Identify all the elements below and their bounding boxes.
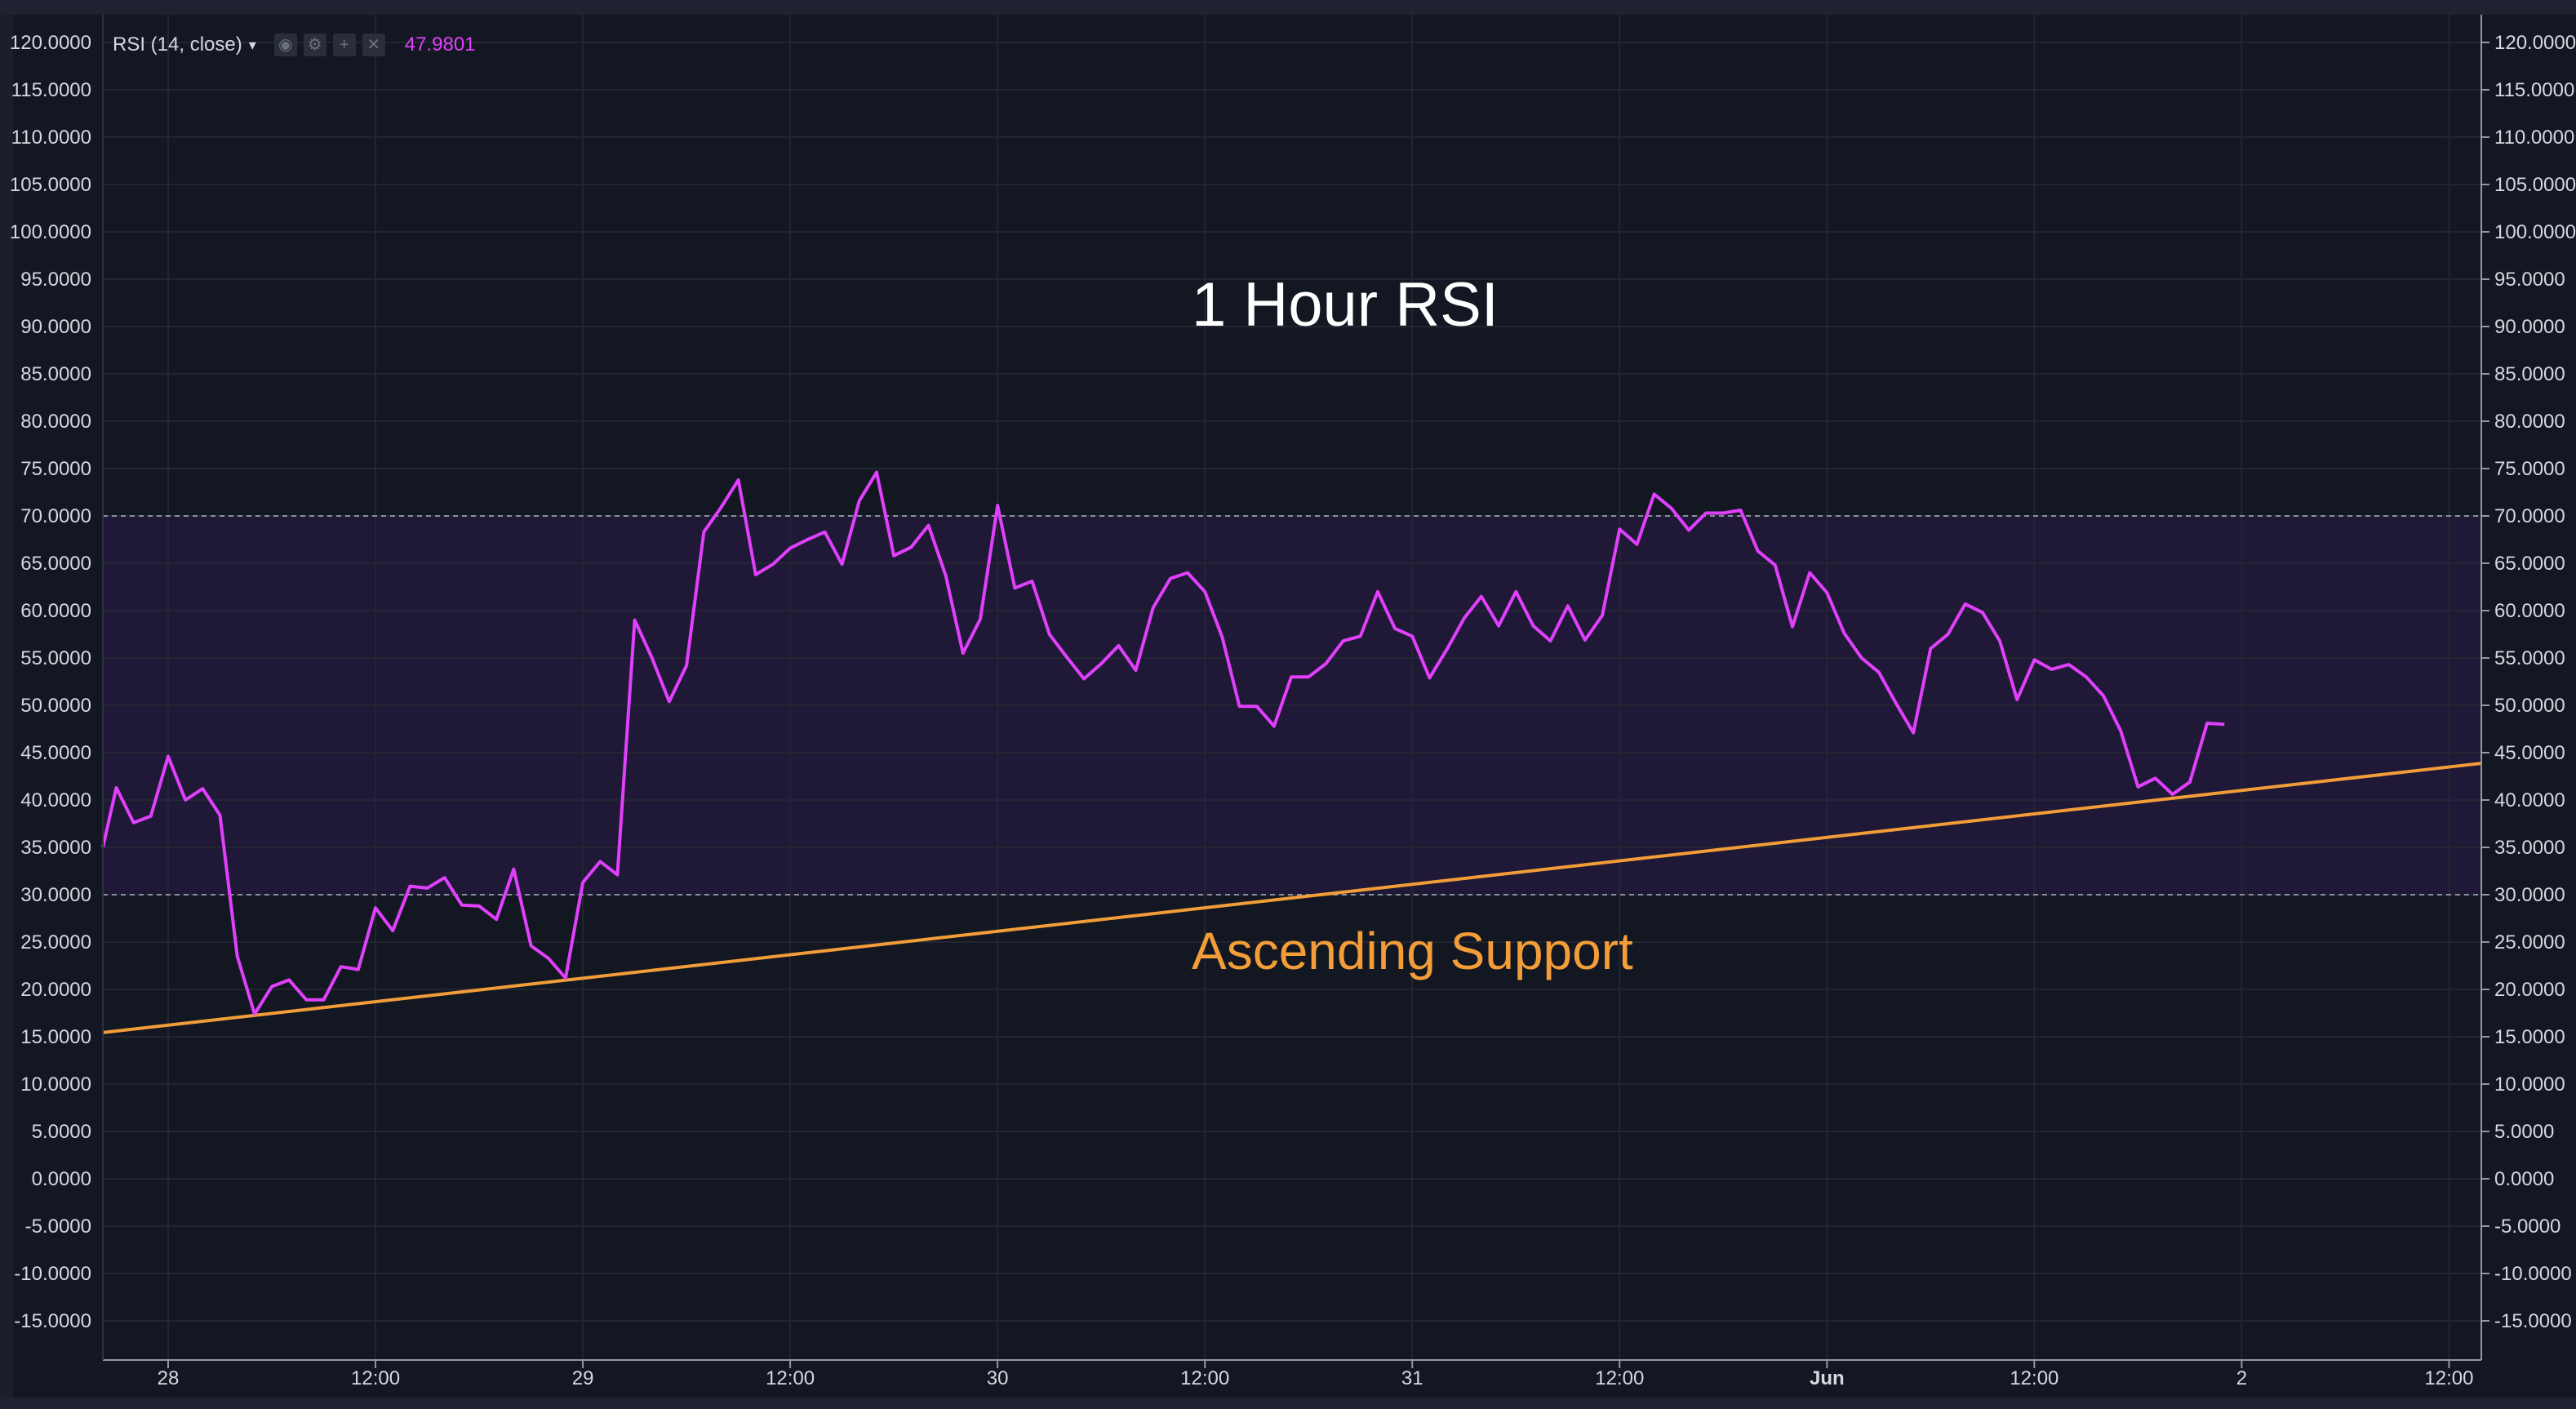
chart-title-annotation: 1 Hour RSI xyxy=(1192,270,1499,340)
y-tick-label-left: 15.0000 xyxy=(20,1026,91,1048)
x-tick-label: 30 xyxy=(987,1367,1009,1389)
y-tick-label-right: 75.0000 xyxy=(2494,458,2565,480)
y-tick-label-right: 115.0000 xyxy=(2494,79,2574,101)
horizontal-gridlines xyxy=(103,42,2481,1322)
y-tick-label-right: 90.0000 xyxy=(2494,316,2565,338)
y-tick-label-right: 35.0000 xyxy=(2494,837,2565,859)
close-icon[interactable]: ✕ xyxy=(362,33,385,56)
x-tick-label: 12:00 xyxy=(2424,1367,2473,1389)
y-tick-label-right: 10.0000 xyxy=(2494,1073,2565,1096)
ascending-support-line xyxy=(102,762,2482,1034)
y-tick-label-left: 105.0000 xyxy=(10,174,91,196)
indicator-name[interactable]: RSI (14, close) xyxy=(113,33,242,56)
y-tick-label-right: 15.0000 xyxy=(2494,1026,2565,1048)
y-tick-label-right: 80.0000 xyxy=(2494,411,2565,433)
y-tick-label-left: -15.0000 xyxy=(14,1310,91,1332)
y-tick-label-left: 110.0000 xyxy=(11,127,91,149)
left-edge-panel xyxy=(0,15,13,1398)
indicator-value: 47.9801 xyxy=(404,33,476,56)
y-tick-label-left: 45.0000 xyxy=(20,742,91,764)
support-label-annotation: Ascending Support xyxy=(1192,922,1633,980)
y-tick-label-left: 60.0000 xyxy=(20,600,91,622)
y-tick-label-left: 10.0000 xyxy=(20,1073,91,1096)
y-tick-label-left: 35.0000 xyxy=(20,837,91,859)
left-price-scale[interactable]: 120.0000 115.0000 110.0000 105.0000 100.0000… xyxy=(10,32,91,1332)
y-tick-label-right: 110.0000 xyxy=(2494,127,2574,149)
chevron-down-icon[interactable]: ▾ xyxy=(248,36,256,53)
y-tick-label-left: 20.0000 xyxy=(20,979,91,1001)
y-tick-label-left: 30.0000 xyxy=(20,884,91,906)
y-tick-label-left: 65.0000 xyxy=(20,553,91,575)
y-tick-label-left: 70.0000 xyxy=(20,505,91,527)
y-tick-label-left: 40.0000 xyxy=(20,789,91,811)
x-tick-label: 12:00 xyxy=(1180,1367,1229,1389)
y-tick-label-left: 55.0000 xyxy=(20,647,91,669)
y-tick-label-left: 0.0000 xyxy=(32,1168,91,1190)
y-tick-label-left: -10.0000 xyxy=(14,1263,91,1285)
y-tick-label-right: -10.0000 xyxy=(2494,1263,2572,1285)
vertical-gridlines xyxy=(167,15,2450,1360)
x-tick-label: 31 xyxy=(1401,1367,1423,1389)
x-tick-label: 12:00 xyxy=(351,1367,400,1389)
x-tick-label: Jun xyxy=(1810,1367,1845,1389)
time-axis[interactable]: 28 12:00 29 12:00 30 12:00 31 12:00 Jun 12:00 2 12:… xyxy=(158,1360,2474,1389)
x-tick-label: 2 xyxy=(2236,1367,2247,1389)
y-tick-label-right: 100.0000 xyxy=(2494,221,2576,243)
top-toolbar-strip xyxy=(0,0,2576,15)
right-price-scale[interactable]: 120.0000 115.0000 110.0000 105.0000 100.0000… xyxy=(2481,32,2576,1332)
y-tick-label-left: 100.0000 xyxy=(10,221,91,243)
y-tick-label-left: 115.0000 xyxy=(11,79,91,101)
y-tick-label-right: -5.0000 xyxy=(2494,1216,2560,1238)
y-tick-label-left: 25.0000 xyxy=(20,931,91,953)
y-tick-label-left: 50.0000 xyxy=(20,695,91,717)
y-tick-label-right: 105.0000 xyxy=(2494,174,2576,196)
y-tick-label-right: 45.0000 xyxy=(2494,742,2565,764)
y-tick-label-right: -15.0000 xyxy=(2494,1310,2572,1332)
y-tick-label-right: 85.0000 xyxy=(2494,363,2565,385)
eye-icon[interactable]: ◉ xyxy=(273,33,297,56)
y-tick-label-right: 120.0000 xyxy=(2494,32,2576,54)
y-tick-label-left: 90.0000 xyxy=(20,316,91,338)
y-tick-label-left: 5.0000 xyxy=(32,1121,91,1143)
y-tick-label-left: 85.0000 xyxy=(20,363,91,385)
y-tick-label-right: 25.0000 xyxy=(2494,931,2565,953)
plus-icon[interactable]: + xyxy=(332,33,356,56)
x-tick-label: 12:00 xyxy=(766,1367,815,1389)
y-tick-label-left: 95.0000 xyxy=(20,269,91,291)
y-tick-label-left: 120.0000 xyxy=(10,32,91,54)
y-tick-label-left: 80.0000 xyxy=(20,411,91,433)
y-tick-label-right: 70.0000 xyxy=(2494,505,2565,527)
y-tick-label-right: 0.0000 xyxy=(2494,1168,2554,1190)
y-tick-label-right: 55.0000 xyxy=(2494,647,2565,669)
y-tick-label-right: 60.0000 xyxy=(2494,600,2565,622)
y-tick-label-right: 20.0000 xyxy=(2494,979,2565,1001)
y-tick-label-right: 95.0000 xyxy=(2494,269,2565,291)
y-tick-label-right: 30.0000 xyxy=(2494,884,2565,906)
x-tick-label: 28 xyxy=(158,1367,180,1389)
x-tick-label: 29 xyxy=(572,1367,594,1389)
y-tick-label-right: 50.0000 xyxy=(2494,695,2565,717)
indicator-legend[interactable]: RSI (14, close) ▾ ◉ ⚙ + ✕ 47.9801 xyxy=(113,31,476,59)
x-tick-label: 12:00 xyxy=(2010,1367,2059,1389)
y-tick-label-left: 75.0000 xyxy=(20,458,91,480)
gear-icon[interactable]: ⚙ xyxy=(303,33,326,56)
x-tick-label: 12:00 xyxy=(1595,1367,1644,1389)
rsi-series-line xyxy=(101,470,2225,1016)
y-tick-label-right: 40.0000 xyxy=(2494,789,2565,811)
y-tick-label-left: -5.0000 xyxy=(25,1216,91,1238)
bottom-scroll-strip xyxy=(0,1398,2576,1409)
y-tick-label-right: 65.0000 xyxy=(2494,553,2565,575)
y-tick-label-right: 5.0000 xyxy=(2494,1121,2554,1143)
